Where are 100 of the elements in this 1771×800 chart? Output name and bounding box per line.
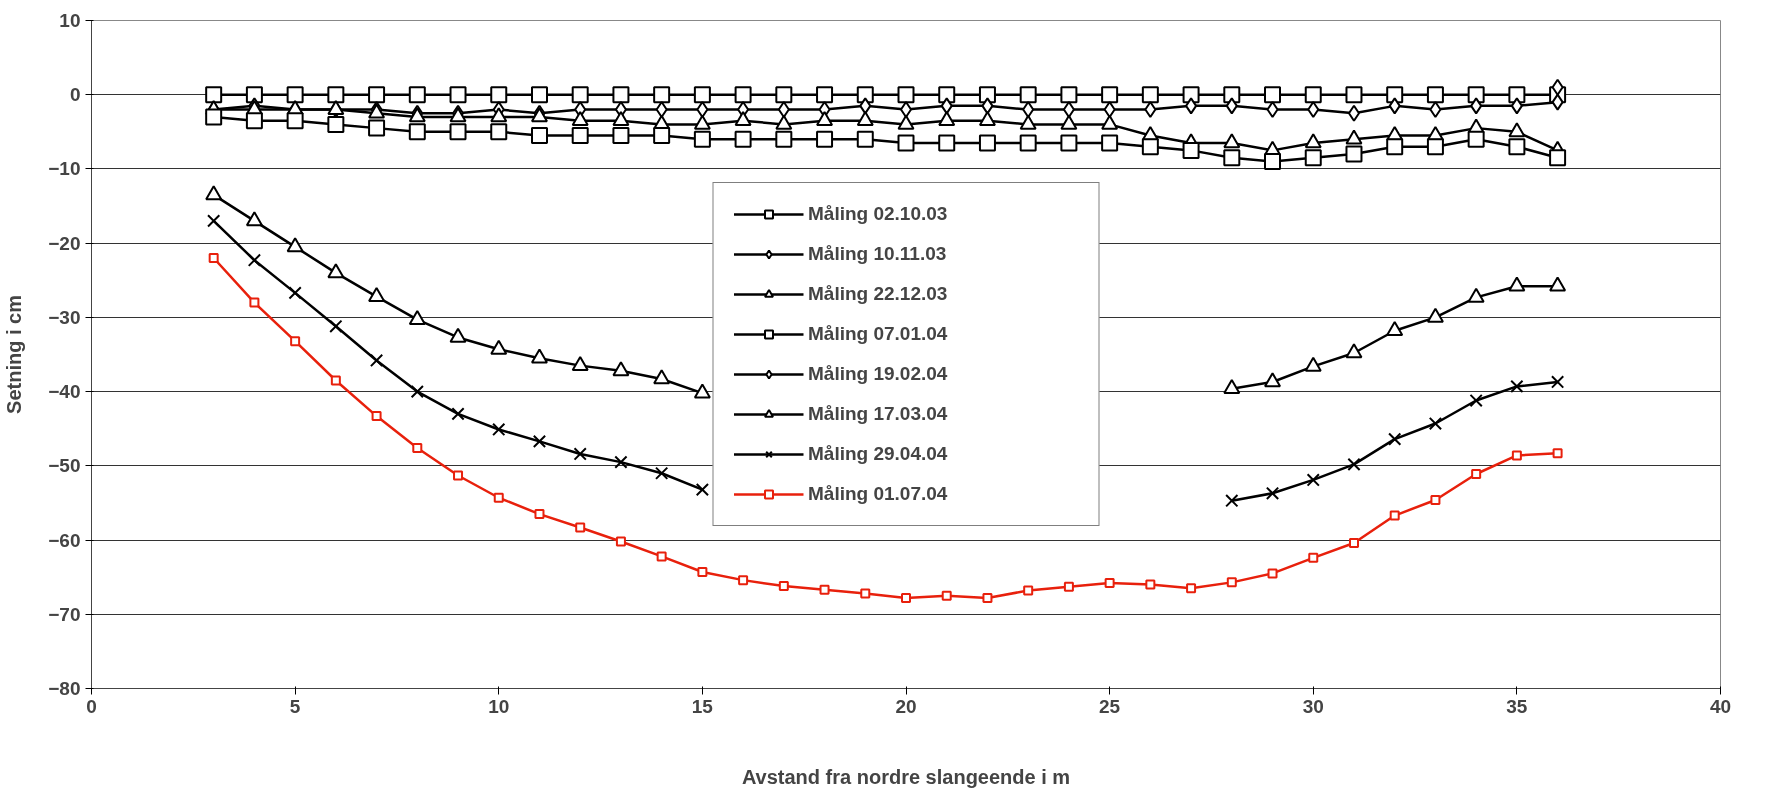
point [738,575,749,586]
point [1225,494,1239,508]
point [286,237,304,253]
point [653,86,671,104]
legend-label: Måling 22.12.03 [808,283,949,305]
legend-label: Måling 02.10.03 [808,203,949,225]
point [614,455,628,469]
point [938,134,956,152]
point [981,97,994,115]
y-tick-label: −50 [48,455,81,477]
legend-label: Måling 19.02.04 [808,363,949,385]
point [1508,122,1526,138]
point [1185,97,1198,115]
point [856,111,874,127]
point [978,86,996,104]
point [451,407,465,421]
point [655,101,668,119]
point [245,86,263,104]
point [1265,486,1280,500]
point [612,111,630,127]
point [1104,578,1115,589]
point [940,97,953,115]
point [1304,149,1322,167]
point [1307,101,1320,119]
point [329,319,343,333]
point [1549,149,1567,167]
y-tick-label: 0 [69,84,81,106]
point [1144,101,1157,119]
point [978,134,996,152]
point [1388,97,1401,115]
y-tick-label: −20 [48,232,81,254]
point [897,134,915,152]
point [1308,552,1319,563]
point [1471,469,1482,479]
legend-label: Måling 07.01.04 [808,323,949,345]
point [1508,86,1526,104]
point [1266,101,1279,119]
point [1264,372,1282,388]
point [656,551,667,562]
point [575,522,586,533]
point [612,127,630,145]
point [734,130,752,148]
point [571,111,589,127]
point [1551,78,1564,96]
point [1141,138,1159,156]
point [1023,585,1034,596]
point [249,297,260,308]
point [327,86,345,104]
x-tick-label: 20 [895,695,917,717]
point [1347,104,1360,122]
point [938,111,956,127]
point [654,466,669,480]
y-tick-label: −30 [48,306,81,328]
point [1508,138,1526,156]
point [532,434,547,448]
y-tick-label: −60 [48,529,81,551]
point [573,447,587,461]
point [1386,86,1404,104]
y-tick-label: −40 [48,381,81,403]
point [775,86,793,104]
point [410,384,424,399]
point [615,536,626,547]
x-tick-label: 5 [289,695,301,717]
point [1223,149,1241,167]
point [571,86,589,104]
point [1101,86,1119,104]
point [816,111,834,127]
point [1019,86,1037,104]
point [371,411,382,422]
point [490,86,508,104]
point [490,107,508,123]
point [205,108,223,126]
point [1552,448,1563,459]
point [1019,134,1037,152]
point [208,253,219,264]
x-tick-label: 0 [86,695,97,717]
point [978,111,996,127]
point [449,123,467,141]
point [453,470,464,481]
point [288,286,302,300]
x-tick-label: 30 [1302,695,1324,717]
point [1426,138,1444,156]
point [697,566,708,577]
point [1347,457,1361,472]
point [1267,568,1278,579]
point [1511,450,1522,461]
point [1141,86,1159,104]
legend-label: Måling 17.03.04 [808,403,949,425]
point [1304,86,1322,104]
point [1428,416,1443,431]
point [1551,93,1564,111]
point [1226,577,1237,588]
y-tick-label: −80 [48,678,81,699]
point [1470,97,1483,115]
point [1304,133,1322,149]
point [1182,141,1200,159]
point [247,253,262,267]
point [1389,510,1400,521]
point [1388,432,1402,446]
point [696,101,709,119]
